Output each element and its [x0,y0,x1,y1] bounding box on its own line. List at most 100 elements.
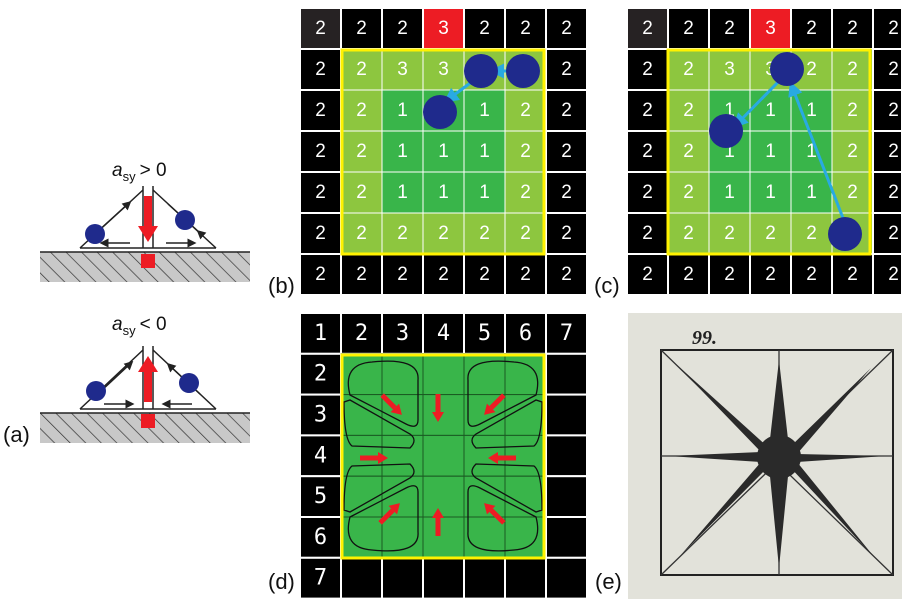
grid-cell [422,394,465,436]
cell-value: 2 [315,223,326,244]
flow-arrows [360,393,516,536]
grid-cell [422,556,465,599]
flow-arrow-right [488,452,516,464]
grid-cell [463,89,506,132]
trajectory-c [709,52,862,251]
ball-c-3 [828,217,862,251]
grid-cell [708,7,751,50]
grid-cell [872,48,902,91]
column-number: 4 [437,321,450,346]
grid-cell [463,312,506,355]
cell-value: 3 [765,18,776,39]
column-number: 5 [478,321,491,346]
force-arrow-down-head [138,226,158,242]
grid-cell [463,253,506,296]
grid-cell [381,556,424,599]
cell-value: 1 [438,141,449,162]
grid-cell [708,171,751,214]
cell-value: 1 [806,100,817,121]
panel-e: 99. (e) [595,313,902,599]
trajectory-b [423,54,540,129]
grid-cell [299,48,342,91]
cell-value: 2 [356,141,367,162]
cell-value: 2 [397,223,408,244]
cell-value: 2 [356,223,367,244]
grid-cell [463,353,506,396]
lobe-left-lower [343,463,415,513]
row-number: 7 [314,566,327,591]
cell-value: 1 [479,141,490,162]
contact-marker-top [141,254,155,268]
cell-value: 2 [888,100,899,121]
ball-c-1 [770,52,804,86]
grid-cell [422,253,465,296]
grid-cell [381,516,424,559]
force-arrow-up-shaft [144,372,152,402]
cell-value: 2 [642,182,653,203]
cell-value: 2 [683,223,694,244]
cell-value: 1 [806,182,817,203]
cell-value: 2 [683,182,694,203]
cell-value: 2 [806,223,817,244]
ball-c-2 [709,114,743,148]
force-arrow-up-head [138,356,158,372]
lobe-top-left [347,360,419,427]
cell-value: 3 [397,59,408,80]
cell-value: 1 [724,141,735,162]
panel-label-d: (d) [268,569,295,594]
cell-value: 2 [683,100,694,121]
grid-b-cells: 2223222223322222111222211122221112222222… [299,7,588,296]
cell-value: 2 [356,264,367,285]
flow-arrow-top-right [484,393,506,415]
grid-d-cells [299,312,588,599]
cell-value: 2 [315,100,326,121]
cell-value: 2 [520,100,531,121]
grid-cell [872,130,902,173]
cell-value: 2 [520,141,531,162]
flow-arrow-top-left [380,393,402,415]
grid-cell [667,7,710,50]
grid-cell [749,171,792,214]
active-region-border-d [340,353,546,560]
cell-value: 2 [642,223,653,244]
etching-star [668,360,886,568]
grid-cell [545,48,588,91]
grid-cell [422,516,465,559]
force-arrow-down-shaft [144,196,152,226]
cell-value: 2 [479,223,490,244]
cell-value: 2 [315,59,326,80]
particle-right-top [175,210,195,230]
panel-label-a: (a) [3,422,30,447]
grid-cell [545,130,588,173]
grid-cell [381,434,424,477]
etching-frame [660,349,894,576]
lobe-right-upper [471,399,543,449]
grid-cell [422,353,465,396]
row-number: 2 [314,362,327,387]
grid-cell [872,253,902,296]
cell-value: 2 [315,182,326,203]
cell-value: 1 [806,141,817,162]
panel-d: 1 2 3 4 5 6 7 2 3 4 5 6 7 (d) [268,312,588,599]
grid-cell [340,556,383,599]
grid-cell [545,212,588,255]
panel-label-e: (e) [595,569,622,594]
cell-value: 3 [724,59,735,80]
cell-value: 2 [683,264,694,285]
cell-value: 2 [765,223,776,244]
cell-value: 2 [438,223,449,244]
ball-b-2 [464,54,498,88]
cell-value: 1 [724,100,735,121]
cell-value: 2 [683,59,694,80]
grid-cell [545,352,588,396]
grid-cell [749,7,792,50]
lobe-right-lower [471,463,543,513]
cell-value: 3 [438,18,449,39]
cell-value: 2 [397,18,408,39]
grid-cell [545,393,588,437]
cell-value: 1 [479,182,490,203]
cell-value: 2 [561,100,572,121]
grid-cell [422,212,465,255]
cell-value: 2 [683,141,694,162]
